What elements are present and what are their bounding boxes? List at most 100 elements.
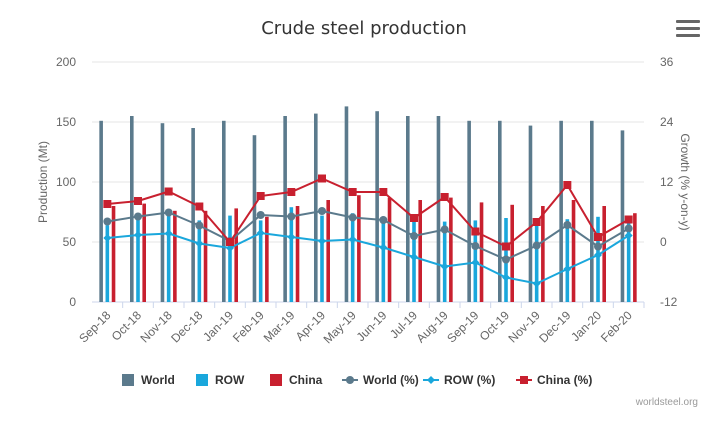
marker-row-jan-20 <box>594 251 602 259</box>
marker-row-oct-18 <box>134 231 142 239</box>
bar-china-oct-19 <box>510 204 514 302</box>
bar-series <box>99 106 637 303</box>
bar-row-oct-18 <box>136 215 140 302</box>
x-tick-label: Aug-19 <box>414 308 451 345</box>
menu-line <box>676 20 700 23</box>
x-tick-label: Jun-19 <box>354 308 390 344</box>
bar-china-dec-18 <box>203 210 208 302</box>
legend: World ROW China World (%) ROW (%) China (%) <box>122 373 592 387</box>
x-tick-label: Jan-20 <box>568 308 604 344</box>
marker-world-oct-18 <box>134 212 142 221</box>
marker-row-jul-19 <box>410 253 418 261</box>
legend-swatch-china <box>270 374 282 386</box>
credit-text[interactable]: worldsteel.org <box>635 397 698 408</box>
bar-world-jun-19 <box>375 111 379 302</box>
bar-world-apr-19 <box>314 113 318 302</box>
marker-world-jan-20 <box>594 242 602 251</box>
marker-row-apr-19 <box>318 237 326 245</box>
right-tick-label: 24 <box>660 115 674 129</box>
bar-world-feb-20 <box>620 130 625 302</box>
x-tick-label: Dec-19 <box>536 308 573 345</box>
marker-china-oct-18 <box>134 197 142 205</box>
bar-china-jan-20 <box>602 206 606 302</box>
legend-swatch-world <box>122 374 134 386</box>
bar-row-may-19 <box>350 213 355 302</box>
marker-china-aug-19 <box>440 193 449 201</box>
bar-row-jan-19 <box>228 215 232 302</box>
bar-world-dec-18 <box>191 128 195 302</box>
marker-world-feb-20 <box>624 224 633 233</box>
line-china <box>107 177 630 248</box>
bar-row-mar-19 <box>289 207 294 302</box>
line-series <box>107 177 630 285</box>
bar-world-jan-19 <box>222 120 226 302</box>
menu-line <box>676 27 700 30</box>
marker-row-sep-18 <box>103 234 112 242</box>
marker-china-jun-19 <box>379 188 388 196</box>
bar-china-nov-19 <box>541 206 545 302</box>
left-tick-label: 100 <box>56 175 76 189</box>
marker-row-sep-19 <box>471 258 480 267</box>
bar-row-feb-20 <box>626 220 631 302</box>
legend-swatch-row <box>196 374 208 386</box>
marker-china-oct-19 <box>502 242 510 251</box>
bar-row-jan-20 <box>596 216 600 302</box>
bar-world-sep-19 <box>467 120 471 302</box>
x-tick-label: Nov-18 <box>138 308 175 345</box>
marker-world-oct-19 <box>502 255 510 264</box>
marker-world-aug-19 <box>440 225 449 234</box>
chart-title: Crude steel production <box>261 18 467 39</box>
bar-world-oct-18 <box>130 116 134 302</box>
right-axis-title: Growth (% y-on-y) <box>678 133 692 230</box>
x-tick-label: Mar-19 <box>261 308 298 345</box>
marker-china-nov-19 <box>532 218 541 226</box>
left-axis-ticks: 0 50 100 150 200 <box>56 55 76 309</box>
marker-china-dec-19 <box>563 181 572 189</box>
marker-world-dec-18 <box>195 221 204 230</box>
bar-row-dec-19 <box>565 219 570 302</box>
bar-china-nov-18 <box>173 210 177 302</box>
bar-china-aug-19 <box>449 197 453 302</box>
right-tick-label: 0 <box>660 235 667 249</box>
menu-line <box>676 34 700 37</box>
left-tick-label: 0 <box>69 295 76 309</box>
marker-row-dec-19 <box>563 265 572 273</box>
bar-row-apr-19 <box>320 215 324 302</box>
marker-china-may-19 <box>348 188 357 196</box>
marker-china-jul-19 <box>410 214 418 222</box>
legend-label-china: China (%) <box>537 373 592 387</box>
marker-china-apr-19 <box>318 174 326 183</box>
right-axis-ticks: -12 0 12 24 36 <box>660 55 678 309</box>
menu-icon[interactable] <box>676 20 700 42</box>
bar-row-sep-18 <box>105 225 110 302</box>
right-tick-label: -12 <box>660 295 678 309</box>
legend-marker-china <box>520 376 528 384</box>
bar-row-dec-18 <box>197 220 202 302</box>
bar-world-jan-20 <box>590 120 594 302</box>
bar-china-apr-19 <box>326 200 330 302</box>
legend-label-world: World (%) <box>363 373 419 387</box>
x-tick-label: Feb-19 <box>230 308 267 345</box>
left-tick-label: 50 <box>63 235 77 249</box>
marker-china-dec-18 <box>195 202 204 211</box>
legend-marker-row <box>427 376 435 384</box>
marker-china-nov-18 <box>164 187 173 196</box>
bar-world-sep-18 <box>99 120 103 302</box>
bar-china-mar-19 <box>295 206 300 302</box>
bar-world-mar-19 <box>283 116 287 302</box>
right-tick-label: 12 <box>660 175 674 189</box>
bar-world-may-19 <box>344 106 349 303</box>
bar-row-jun-19 <box>381 219 386 302</box>
x-tick-label: Sep-18 <box>76 308 113 345</box>
x-tick-label: Jan-19 <box>200 308 236 344</box>
marker-row-feb-19 <box>256 229 265 237</box>
x-tick-label: Dec-18 <box>168 308 205 345</box>
x-tick-label: Sep-19 <box>444 308 481 345</box>
marker-world-feb-19 <box>256 211 265 219</box>
marker-row-jun-19 <box>379 243 388 252</box>
line-markers <box>103 174 633 288</box>
bar-china-jan-19 <box>234 208 238 302</box>
bar-china-sep-19 <box>479 202 484 302</box>
marker-world-jul-19 <box>410 232 418 240</box>
legend-label-row: ROW <box>215 373 245 387</box>
